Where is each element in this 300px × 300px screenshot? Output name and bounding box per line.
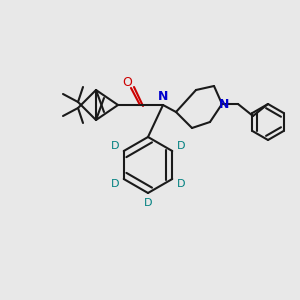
- Text: N: N: [158, 91, 168, 103]
- Text: N: N: [219, 98, 229, 110]
- Text: O: O: [122, 76, 132, 88]
- Text: D: D: [111, 179, 119, 189]
- Text: D: D: [144, 198, 152, 208]
- Text: D: D: [177, 141, 185, 151]
- Text: D: D: [177, 179, 185, 189]
- Text: D: D: [111, 141, 119, 151]
